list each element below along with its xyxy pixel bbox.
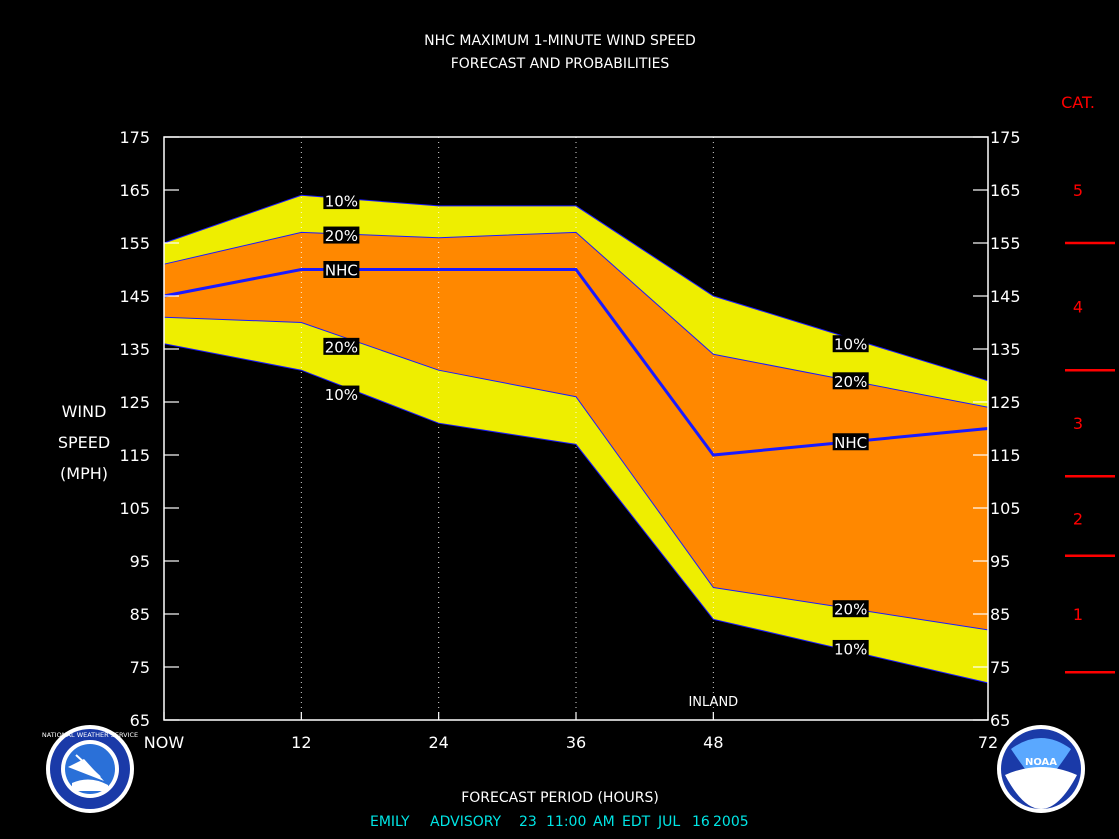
- y-tick-label-right-145: 145: [990, 287, 1021, 306]
- band-label-6: 20%: [834, 373, 867, 391]
- x-tick-label-12: 12: [291, 733, 311, 752]
- band-label-box-9: [832, 639, 869, 657]
- band-label-8: 20%: [834, 601, 867, 619]
- footer-storm: EMILY: [370, 814, 410, 830]
- y-tick-label-right-135: 135: [990, 340, 1021, 359]
- footer-advisory: ADVISORY: [430, 814, 502, 830]
- band-label-7: NHC: [834, 434, 867, 452]
- category-label-3: 3: [1073, 414, 1083, 433]
- x-tick-label-48: 48: [703, 733, 723, 752]
- y-tick-label-left-105: 105: [119, 499, 150, 518]
- y-axis-label-line-1: WIND: [62, 402, 107, 421]
- footer-day: 16: [692, 814, 710, 830]
- y-tick-label-left-135: 135: [119, 340, 150, 359]
- nws-logo-text: NATIONAL WEATHER SERVICE: [42, 731, 138, 739]
- band-label-2: NHC: [325, 262, 358, 280]
- y-tick-label-right-115: 115: [990, 446, 1021, 465]
- x-axis-label: FORECAST PERIOD (HOURS): [461, 790, 659, 806]
- band-label-0: 10%: [325, 193, 358, 211]
- y-tick-label-left-125: 125: [119, 393, 150, 412]
- y-tick-label-right-155: 155: [990, 234, 1021, 253]
- line-lower-20: [163, 316, 989, 631]
- footer-number: 23: [519, 814, 537, 830]
- band-label-box-8: [832, 600, 869, 618]
- band-label-4: 10%: [325, 386, 358, 404]
- band-label-box-3: [323, 337, 360, 355]
- band-label-box-1: [323, 226, 360, 244]
- y-tick-label-left-155: 155: [119, 234, 150, 253]
- y-tick-label-left-85: 85: [130, 605, 150, 624]
- y-tick-label-right-125: 125: [990, 393, 1021, 412]
- axis-ticks: 65 65 75 75 85 85 95 95 105 105 115 115 125 125 135 135…: [119, 128, 1020, 752]
- x-tick-label-24: 24: [428, 733, 448, 752]
- band-label-box-0: [323, 192, 360, 210]
- category-label-2: 2: [1073, 510, 1083, 529]
- line-upper-20: [163, 231, 989, 408]
- advisory-footer: EMILY ADVISORY 23 11:00 AM EDT JUL 16 20…: [370, 814, 749, 830]
- band-label-1: 20%: [325, 227, 358, 245]
- band-label-box-7: [832, 433, 869, 451]
- category-label-5: 5: [1073, 181, 1083, 200]
- y-tick-label-right-65: 65: [990, 711, 1010, 730]
- y-tick-label-right-75: 75: [990, 658, 1010, 677]
- y-tick-label-left-65: 65: [130, 711, 150, 730]
- band-label-box-2: [323, 261, 360, 278]
- band-label-3: 20%: [325, 338, 358, 356]
- series-lines: [163, 194, 989, 684]
- x-tick-label-NOW: NOW: [144, 733, 185, 752]
- band-label-5: 10%: [834, 336, 867, 354]
- y-tick-label-left-145: 145: [119, 287, 150, 306]
- category-scale: 1 2 3 4 5: [1065, 181, 1115, 674]
- y-tick-label-left-95: 95: [130, 552, 150, 571]
- footer-month: JUL: [657, 814, 680, 830]
- x-tick-label-36: 36: [566, 733, 586, 752]
- noaa-logo-text: NOAA: [1025, 757, 1057, 768]
- footer-zone: EDT: [622, 814, 651, 830]
- line-nhc-forecast: [163, 268, 989, 457]
- nws-logo: NATIONAL WEATHER SERVICE: [42, 725, 138, 813]
- category-label-1: 1: [1073, 605, 1083, 624]
- chart-subtitle: FORECAST AND PROBABILITIES: [451, 56, 670, 72]
- footer-ampm: AM: [593, 814, 615, 830]
- inland-annotation: INLAND: [688, 695, 738, 710]
- line-lower-10: [163, 343, 989, 684]
- band-label-box-6: [832, 372, 869, 390]
- y-axis-label-line-2: SPEED: [58, 433, 110, 452]
- footer-time: 11:00: [546, 814, 586, 830]
- band-labels: 10% 20% NHC 20% 10% 10% 20% NHC 20% 10% INLAND: [323, 192, 869, 710]
- band-label-box-4: [323, 385, 360, 403]
- y-tick-label-right-105: 105: [990, 499, 1021, 518]
- line-upper-10: [163, 194, 989, 382]
- y-tick-label-right-85: 85: [990, 605, 1010, 624]
- y-tick-label-left-175: 175: [119, 128, 150, 147]
- category-title: CAT.: [1061, 93, 1095, 112]
- band-label-9: 10%: [834, 640, 867, 658]
- chart-title: NHC MAXIMUM 1-MINUTE WIND SPEED: [424, 33, 696, 49]
- noaa-logo: NOAA: [997, 725, 1085, 813]
- grid-lines: [300, 137, 714, 720]
- category-label-4: 4: [1073, 298, 1083, 317]
- y-axis-label-line-3: (MPH): [60, 464, 108, 483]
- band-label-box-5: [832, 335, 869, 353]
- y-tick-label-right-175: 175: [990, 128, 1021, 147]
- y-tick-label-right-165: 165: [990, 181, 1021, 200]
- x-tick-label-72: 72: [978, 733, 998, 752]
- y-tick-label-right-95: 95: [990, 552, 1010, 571]
- y-tick-label-left-165: 165: [119, 181, 150, 200]
- y-tick-label-left-115: 115: [119, 446, 150, 465]
- footer-year: 2005: [713, 814, 749, 830]
- band-20-percent: [164, 232, 988, 630]
- y-tick-label-left-75: 75: [130, 658, 150, 677]
